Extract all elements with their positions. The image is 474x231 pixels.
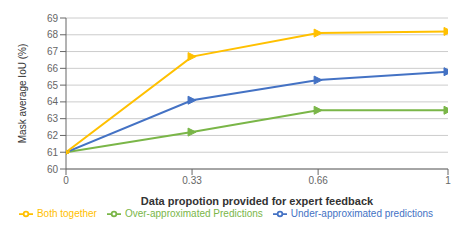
svg-text:60: 60 xyxy=(47,164,59,175)
svg-text:66: 66 xyxy=(47,63,59,74)
svg-text:Data propotion provided for ex: Data propotion provided for expert feedb… xyxy=(141,195,374,207)
svg-text:64: 64 xyxy=(47,96,59,107)
svg-text:Mask average IoU (%): Mask average IoU (%) xyxy=(17,44,28,143)
svg-text:0.66: 0.66 xyxy=(308,175,328,186)
svg-text:69: 69 xyxy=(47,13,59,24)
html-text:Under-approximated predictions: Under-approximated predictions xyxy=(290,207,434,219)
html-text:Over-approximated Predictions: Over-approximated Predictions xyxy=(125,207,263,219)
svg-text:0.33: 0.33 xyxy=(182,175,202,186)
svg-text:65: 65 xyxy=(47,80,59,91)
html-text:Both together: Both together xyxy=(36,207,97,219)
svg-text:0: 0 xyxy=(63,175,69,186)
svg-text:61: 61 xyxy=(47,147,59,158)
svg-text:62: 62 xyxy=(47,130,59,141)
svg-text:67: 67 xyxy=(47,46,59,57)
svg-text:63: 63 xyxy=(47,113,59,124)
svg-text:1: 1 xyxy=(445,175,451,186)
svg-text:68: 68 xyxy=(47,29,59,40)
